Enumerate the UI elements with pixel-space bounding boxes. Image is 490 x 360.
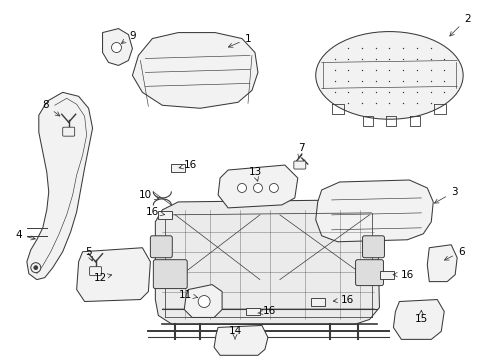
FancyBboxPatch shape xyxy=(90,267,101,276)
Polygon shape xyxy=(155,200,379,324)
Polygon shape xyxy=(102,28,132,66)
Circle shape xyxy=(112,42,122,53)
Polygon shape xyxy=(380,271,394,279)
FancyBboxPatch shape xyxy=(150,236,172,258)
Text: 1: 1 xyxy=(228,33,251,47)
Text: 3: 3 xyxy=(435,187,458,203)
Text: 7: 7 xyxy=(298,143,305,159)
Circle shape xyxy=(270,184,278,193)
Ellipse shape xyxy=(316,32,463,119)
Text: 14: 14 xyxy=(228,327,242,339)
Polygon shape xyxy=(393,300,444,339)
Text: 16: 16 xyxy=(393,270,414,280)
Polygon shape xyxy=(311,298,325,306)
Text: 16: 16 xyxy=(179,160,197,170)
Text: 9: 9 xyxy=(122,31,136,44)
Text: 10: 10 xyxy=(139,190,159,200)
Circle shape xyxy=(198,296,210,307)
FancyBboxPatch shape xyxy=(356,260,384,285)
Polygon shape xyxy=(27,92,93,280)
Text: 16: 16 xyxy=(258,306,276,316)
Text: 5: 5 xyxy=(85,247,93,261)
FancyBboxPatch shape xyxy=(294,161,306,169)
Polygon shape xyxy=(76,248,150,302)
Polygon shape xyxy=(316,180,433,242)
Circle shape xyxy=(238,184,246,193)
Circle shape xyxy=(253,184,263,193)
Polygon shape xyxy=(218,165,298,208)
Text: 2: 2 xyxy=(450,14,470,36)
Text: 12: 12 xyxy=(94,273,112,283)
Polygon shape xyxy=(214,325,268,355)
Polygon shape xyxy=(427,245,457,282)
Circle shape xyxy=(31,263,41,273)
Text: 15: 15 xyxy=(415,310,428,324)
FancyBboxPatch shape xyxy=(63,127,74,136)
Text: 16: 16 xyxy=(146,207,165,217)
Polygon shape xyxy=(246,307,260,315)
Polygon shape xyxy=(158,211,172,219)
FancyBboxPatch shape xyxy=(153,260,187,289)
Text: 6: 6 xyxy=(444,247,465,260)
Text: 4: 4 xyxy=(16,230,35,240)
Polygon shape xyxy=(132,32,258,108)
Polygon shape xyxy=(172,164,185,172)
FancyBboxPatch shape xyxy=(363,236,385,258)
Text: 8: 8 xyxy=(43,100,60,116)
Circle shape xyxy=(34,266,38,270)
Text: 13: 13 xyxy=(248,167,262,181)
Text: 16: 16 xyxy=(333,294,354,305)
Polygon shape xyxy=(184,285,222,318)
Text: 11: 11 xyxy=(179,289,197,300)
